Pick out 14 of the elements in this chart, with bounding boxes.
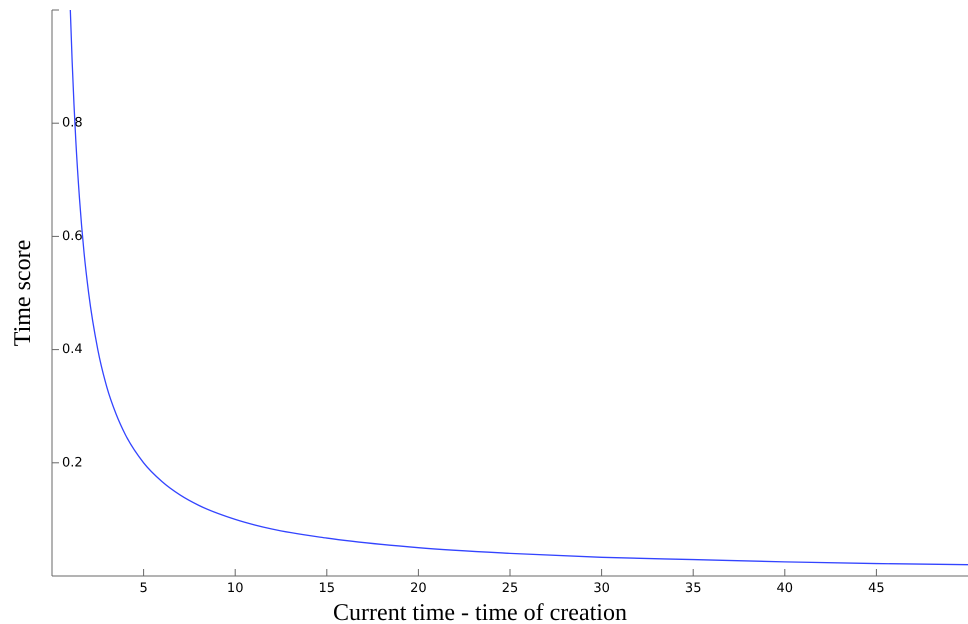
x-tick-label: 25 bbox=[502, 581, 518, 596]
x-tick-label: 30 bbox=[593, 581, 610, 596]
x-tick-label: 20 bbox=[410, 581, 427, 596]
x-tick-label: 10 bbox=[226, 581, 244, 596]
x-tick-label: 45 bbox=[868, 581, 885, 596]
y-axis-title: Time score bbox=[10, 240, 36, 346]
x-tick-label: 40 bbox=[776, 581, 794, 596]
y-tick-label: 0.2 bbox=[62, 455, 83, 470]
x-tick-label: 15 bbox=[318, 581, 336, 596]
y-tick-label: 0.4 bbox=[62, 342, 83, 358]
y-tick-label: 0.6 bbox=[62, 228, 83, 244]
x-axis-title: Current time - time of creation bbox=[333, 600, 627, 624]
x-tick-label: 35 bbox=[684, 581, 702, 596]
x-tick-label: 5 bbox=[139, 581, 148, 596]
